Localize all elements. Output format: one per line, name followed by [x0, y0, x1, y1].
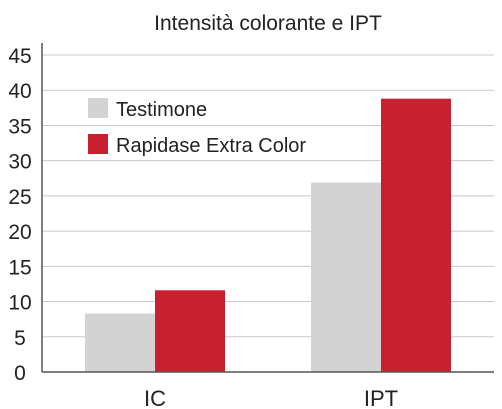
y-tick-label: 25 [8, 186, 31, 209]
legend-swatch [88, 98, 108, 118]
bars [85, 98, 451, 373]
y-axis-ticks: 0 5 10 15 20 25 30 35 40 45 [8, 45, 31, 385]
axes [41, 43, 494, 373]
y-tick-label: 5 [14, 327, 26, 350]
y-tick-label: 0 [14, 362, 26, 385]
y-tick-label: 20 [8, 221, 31, 244]
y-tick-label: 40 [8, 80, 31, 103]
bar-ic-series-1 [85, 313, 155, 372]
y-tick-label: 10 [8, 292, 31, 315]
x-category-label: IPT [364, 386, 398, 409]
bar-ic-series-2 [155, 290, 225, 372]
legend-label: Testimone [116, 99, 207, 121]
y-tick-label: 35 [8, 115, 31, 138]
gridlines [42, 54, 494, 338]
x-axis-categories: IC IPT [144, 386, 398, 409]
legend-swatch [88, 134, 108, 154]
y-tick-label: 30 [8, 151, 31, 174]
y-tick-label: 15 [8, 256, 31, 279]
bar-ipt-series-2 [381, 98, 451, 373]
chart-title: Intensità colorante e IPT [154, 12, 382, 35]
legend: Testimone Rapidase Extra Color [88, 98, 306, 157]
legend-label: Rapidase Extra Color [116, 135, 306, 157]
bar-ipt-series-1 [311, 182, 381, 372]
x-category-label: IC [144, 386, 166, 409]
y-tick-label: 45 [8, 45, 31, 68]
